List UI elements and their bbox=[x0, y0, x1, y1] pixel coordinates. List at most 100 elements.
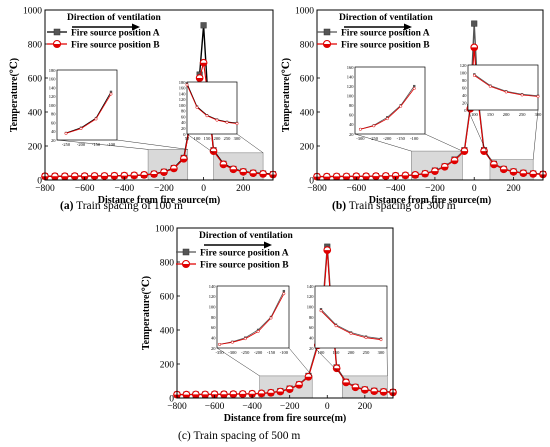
chart-panel-b: 0 200 400 600 800 1000 −800 −600 −400 −200 0 200 Dis… bbox=[275, 0, 550, 230]
x-tick-label: −200 bbox=[280, 402, 300, 412]
inset-y-tick-label: 140 bbox=[307, 284, 315, 289]
data-point-b-fill bbox=[111, 175, 118, 180]
inset-y-tick-label: 40 bbox=[309, 335, 314, 340]
zoom-region-1 bbox=[411, 150, 463, 181]
caption-a-tag: (a) bbox=[60, 200, 74, 212]
x-tick-label: −400 bbox=[242, 402, 262, 412]
inset-x-tick-label: 250 bbox=[224, 136, 232, 141]
inset-y-tick-label: 0 bbox=[183, 132, 186, 137]
inset-x-tick-label: -150 bbox=[92, 142, 101, 147]
x-tick-label: −600 bbox=[205, 402, 225, 412]
inset-y-tick-label: 140 bbox=[49, 85, 57, 90]
data-point-b-fill bbox=[130, 175, 138, 179]
data-point-b-fill bbox=[220, 164, 227, 168]
data-point-b-fill bbox=[101, 175, 108, 180]
y-axis-label: Temperature(℃) bbox=[141, 276, 152, 350]
legend-marker-a bbox=[182, 248, 190, 256]
inset-y-tick-label: 140 bbox=[179, 91, 187, 96]
inset-frame bbox=[467, 64, 539, 111]
y-tick-label: 600 bbox=[28, 75, 43, 85]
y-tick-label: 600 bbox=[300, 75, 315, 85]
data-point-b-fill bbox=[480, 151, 488, 155]
legend-label-1: Fire source position A bbox=[71, 29, 160, 39]
inset-y-tick-label: 20 bbox=[211, 346, 216, 351]
ventilation-arrow-head bbox=[132, 23, 140, 31]
inset-point-b bbox=[218, 342, 222, 346]
data-point-b-fill bbox=[180, 158, 188, 163]
data-point-b-fill bbox=[510, 171, 517, 176]
inset-y-tick-label: 80 bbox=[309, 315, 314, 320]
data-point-b-fill bbox=[470, 47, 478, 51]
data-point-b-fill bbox=[196, 78, 203, 82]
inset-series-1 bbox=[219, 291, 285, 345]
inset-y-tick-label: 20 bbox=[462, 100, 467, 105]
inset-connector bbox=[236, 133, 264, 153]
legend-label-2: Fire source position B bbox=[71, 41, 160, 51]
data-point-a bbox=[471, 20, 478, 27]
inset-y-tick-label: 160 bbox=[347, 65, 355, 70]
inset-y-tick-label: 100 bbox=[347, 94, 355, 99]
data-point-b-fill bbox=[192, 394, 200, 398]
data-point-b-fill bbox=[91, 175, 98, 180]
inset-y-tick-label: 40 bbox=[462, 93, 467, 98]
inset-y-tick-label: 80 bbox=[51, 112, 56, 117]
x-tick-label: −600 bbox=[75, 184, 95, 194]
legend-marker-b-fill bbox=[182, 264, 190, 268]
inset-y-tick-label: 0 bbox=[464, 108, 467, 113]
data-point-b-fill bbox=[286, 389, 293, 393]
x-tick-label: 200 bbox=[358, 402, 373, 412]
inset-point-b bbox=[364, 336, 368, 340]
y-axis-label: Temperature(℃) bbox=[281, 58, 292, 132]
inset-point-b bbox=[488, 84, 492, 88]
inset-x-tick-label: 300 bbox=[535, 112, 543, 117]
inset-point-b bbox=[536, 95, 540, 98]
inset-point-b bbox=[243, 337, 247, 341]
data-point-b-fill bbox=[51, 176, 59, 180]
inset-x-tick-label: 200 bbox=[214, 136, 222, 141]
inset-x-tick-label: 200 bbox=[503, 112, 511, 117]
inset-point-b bbox=[225, 120, 229, 124]
inset-y-tick-label: 20 bbox=[349, 132, 354, 137]
data-point-b-fill bbox=[461, 151, 468, 155]
caption-c-tag: (c) bbox=[178, 430, 191, 442]
chart-panel-a: 0 200 400 600 800 1000 −800 −600 −400 −200 0 200 Dis… bbox=[0, 0, 280, 230]
inset-y-tick-label: 100 bbox=[307, 304, 315, 309]
y-tick-label: 800 bbox=[300, 41, 315, 51]
data-point-b-fill bbox=[200, 62, 207, 66]
y-tick-label: 1000 bbox=[23, 7, 42, 17]
inset-2: 20 40 60 80 100 120 140 100 150 200 250 300 bbox=[307, 284, 388, 355]
data-point-b-fill bbox=[343, 176, 350, 180]
inset-2: 0 20 40 60 80 100 120 100 150 200 250 300 bbox=[460, 63, 542, 117]
inset-y-tick-label: 120 bbox=[307, 294, 315, 299]
plot-frame bbox=[44, 9, 274, 181]
data-point-b-fill bbox=[230, 394, 237, 398]
inset-y-tick-label: 80 bbox=[462, 78, 467, 83]
inset-connector bbox=[467, 109, 491, 160]
chart-c: 0 200 400 600 800 1000 −800 −600 −400 −200 0 200 Dis… bbox=[141, 225, 397, 424]
inset-frame bbox=[354, 66, 426, 135]
data-point-b-fill bbox=[258, 393, 265, 397]
inset-y-tick-label: 60 bbox=[211, 325, 216, 330]
inset-point-b bbox=[195, 105, 199, 109]
legend-marker-a bbox=[53, 28, 61, 36]
data-point-a bbox=[200, 22, 207, 29]
inset-x-tick-label: -100 bbox=[107, 142, 116, 147]
inset-x-tick-label: -300 bbox=[356, 136, 365, 141]
data-point-b-fill bbox=[259, 173, 267, 178]
legend-label-1: Fire source position A bbox=[341, 29, 430, 39]
inset-series-2 bbox=[186, 84, 238, 124]
data-point-b-fill bbox=[239, 171, 247, 176]
inset-series-1 bbox=[65, 91, 112, 134]
data-point-b-fill bbox=[431, 171, 439, 175]
x-tick-label: 0 bbox=[325, 402, 330, 412]
inset-x-tick-label: 150 bbox=[333, 350, 341, 355]
y-tick-label: 200 bbox=[160, 361, 175, 371]
inset-point-b bbox=[79, 127, 83, 131]
data-point-b-fill bbox=[160, 172, 168, 176]
data-point-b-fill bbox=[305, 376, 312, 381]
inset-y-tick-label: 20 bbox=[51, 138, 56, 143]
y-tick-label: 1000 bbox=[155, 225, 174, 235]
x-tick-label: −600 bbox=[346, 184, 366, 194]
inset-point-a bbox=[319, 308, 323, 311]
inset-y-tick-label: 80 bbox=[349, 103, 354, 108]
